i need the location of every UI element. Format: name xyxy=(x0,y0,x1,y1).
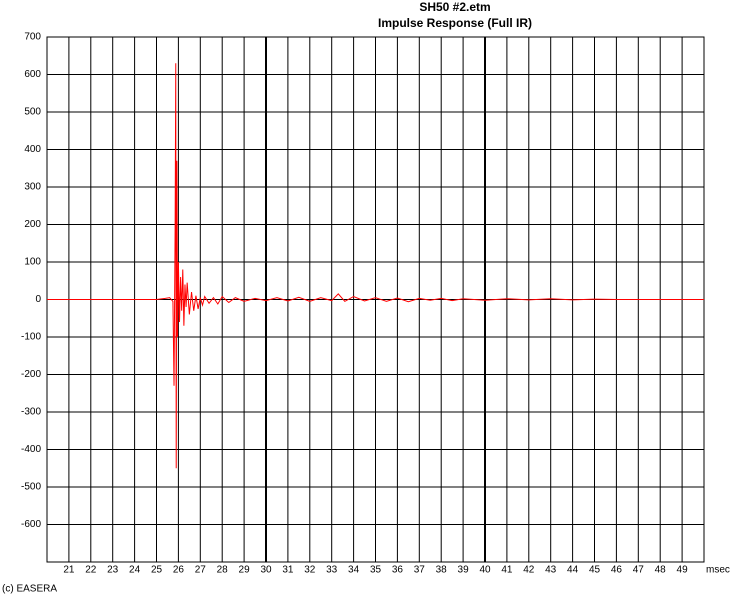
x-tick-label: 32 xyxy=(304,565,316,576)
y-tick-label: 700 xyxy=(24,32,41,43)
y-tick-label: 300 xyxy=(24,182,41,193)
y-tick-label: 600 xyxy=(24,69,41,80)
x-tick-label: 42 xyxy=(523,565,535,576)
x-tick-label: 33 xyxy=(326,565,338,576)
x-tick-label: 27 xyxy=(195,565,207,576)
x-tick-label: 46 xyxy=(611,565,623,576)
footer: (c) EASERA xyxy=(2,584,57,595)
y-tick-label: -200 xyxy=(21,369,41,380)
x-tick-label: 36 xyxy=(392,565,404,576)
y-tick-label: 100 xyxy=(24,257,41,268)
x-tick-label: 31 xyxy=(282,565,294,576)
y-tick-label: -300 xyxy=(21,407,41,418)
y-tick-label: 400 xyxy=(24,144,41,155)
x-tick-label: 29 xyxy=(239,565,251,576)
x-tick-label: 49 xyxy=(677,565,689,576)
x-tick-label: 34 xyxy=(348,565,360,576)
x-axis-label: msec xyxy=(706,565,730,576)
x-tick-label: 45 xyxy=(589,565,601,576)
x-tick-label: 41 xyxy=(501,565,513,576)
y-tick-label: -100 xyxy=(21,332,41,343)
x-tick-label: 23 xyxy=(107,565,119,576)
x-tick-label: 26 xyxy=(173,565,185,576)
chart-title: SH50 #2.etm xyxy=(419,0,490,14)
x-tick-label: 25 xyxy=(151,565,163,576)
x-tick-label: 48 xyxy=(655,565,667,576)
y-tick-label: -500 xyxy=(21,482,41,493)
x-tick-label: 40 xyxy=(479,565,491,576)
x-tick-label: 37 xyxy=(414,565,426,576)
y-tick-label: -400 xyxy=(21,444,41,455)
x-tick-label: 47 xyxy=(633,565,645,576)
y-tick-label: 200 xyxy=(24,219,41,230)
x-tick-label: 38 xyxy=(436,565,448,576)
x-tick-label: 44 xyxy=(567,565,579,576)
x-tick-label: 21 xyxy=(63,565,75,576)
x-tick-label: 24 xyxy=(129,565,141,576)
x-tick-label: 22 xyxy=(85,565,97,576)
x-tick-label: 30 xyxy=(260,565,272,576)
chart-subtitle: Impulse Response (Full IR) xyxy=(378,16,532,30)
x-tick-label: 28 xyxy=(217,565,229,576)
series-line xyxy=(47,63,704,469)
y-tick-label: -600 xyxy=(21,519,41,530)
x-tick-label: 35 xyxy=(370,565,382,576)
x-tick-label: 43 xyxy=(545,565,557,576)
y-tick-label: 0 xyxy=(35,294,41,305)
x-tick-label: 39 xyxy=(458,565,470,576)
y-tick-label: 500 xyxy=(24,107,41,118)
